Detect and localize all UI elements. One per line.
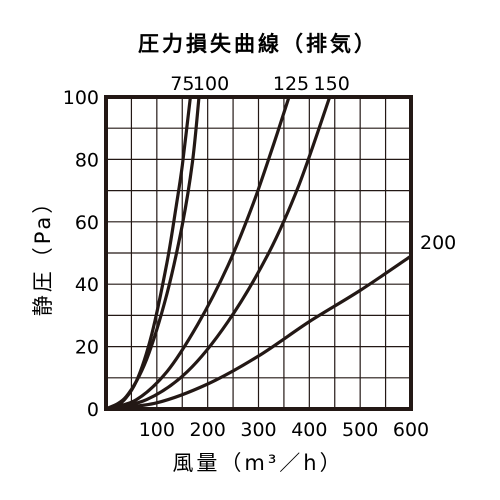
x-axis-label: 風量（m³／h） xyxy=(172,451,343,475)
y-tick-label: 0 xyxy=(87,399,99,421)
y-tick-label: 60 xyxy=(75,212,99,234)
y-tick-label: 100 xyxy=(63,87,99,109)
series-curves xyxy=(104,95,413,411)
x-tick-label: 600 xyxy=(393,419,429,441)
x-tick-labels: 100 200 300 400 500 600 xyxy=(139,419,429,441)
plot-frame xyxy=(104,95,413,411)
chart-title: 圧力損失曲線（排気） xyxy=(138,32,378,56)
x-tick-label: 100 xyxy=(139,419,175,441)
y-tick-labels: 0 20 40 60 80 100 xyxy=(63,87,99,421)
series-label: 150 xyxy=(314,73,350,95)
series-curve-200 xyxy=(104,254,413,411)
series-label: 75 xyxy=(170,73,194,95)
series-curve-150 xyxy=(104,95,332,411)
series-curve-100 xyxy=(104,95,201,411)
x-tick-label: 400 xyxy=(291,419,327,441)
series-label: 125 xyxy=(273,73,309,95)
x-tick-label: 300 xyxy=(240,419,276,441)
series-label: 100 xyxy=(193,73,229,95)
grid-lines xyxy=(106,97,411,409)
series-curve-125 xyxy=(104,95,291,411)
y-tick-label: 80 xyxy=(75,149,99,171)
y-axis-label: 静圧（Pa） xyxy=(31,190,55,317)
y-tick-label: 20 xyxy=(75,337,99,359)
series-label: 200 xyxy=(420,232,456,254)
y-tick-label: 40 xyxy=(75,274,99,296)
x-tick-label: 500 xyxy=(342,419,378,441)
x-tick-label: 200 xyxy=(190,419,226,441)
